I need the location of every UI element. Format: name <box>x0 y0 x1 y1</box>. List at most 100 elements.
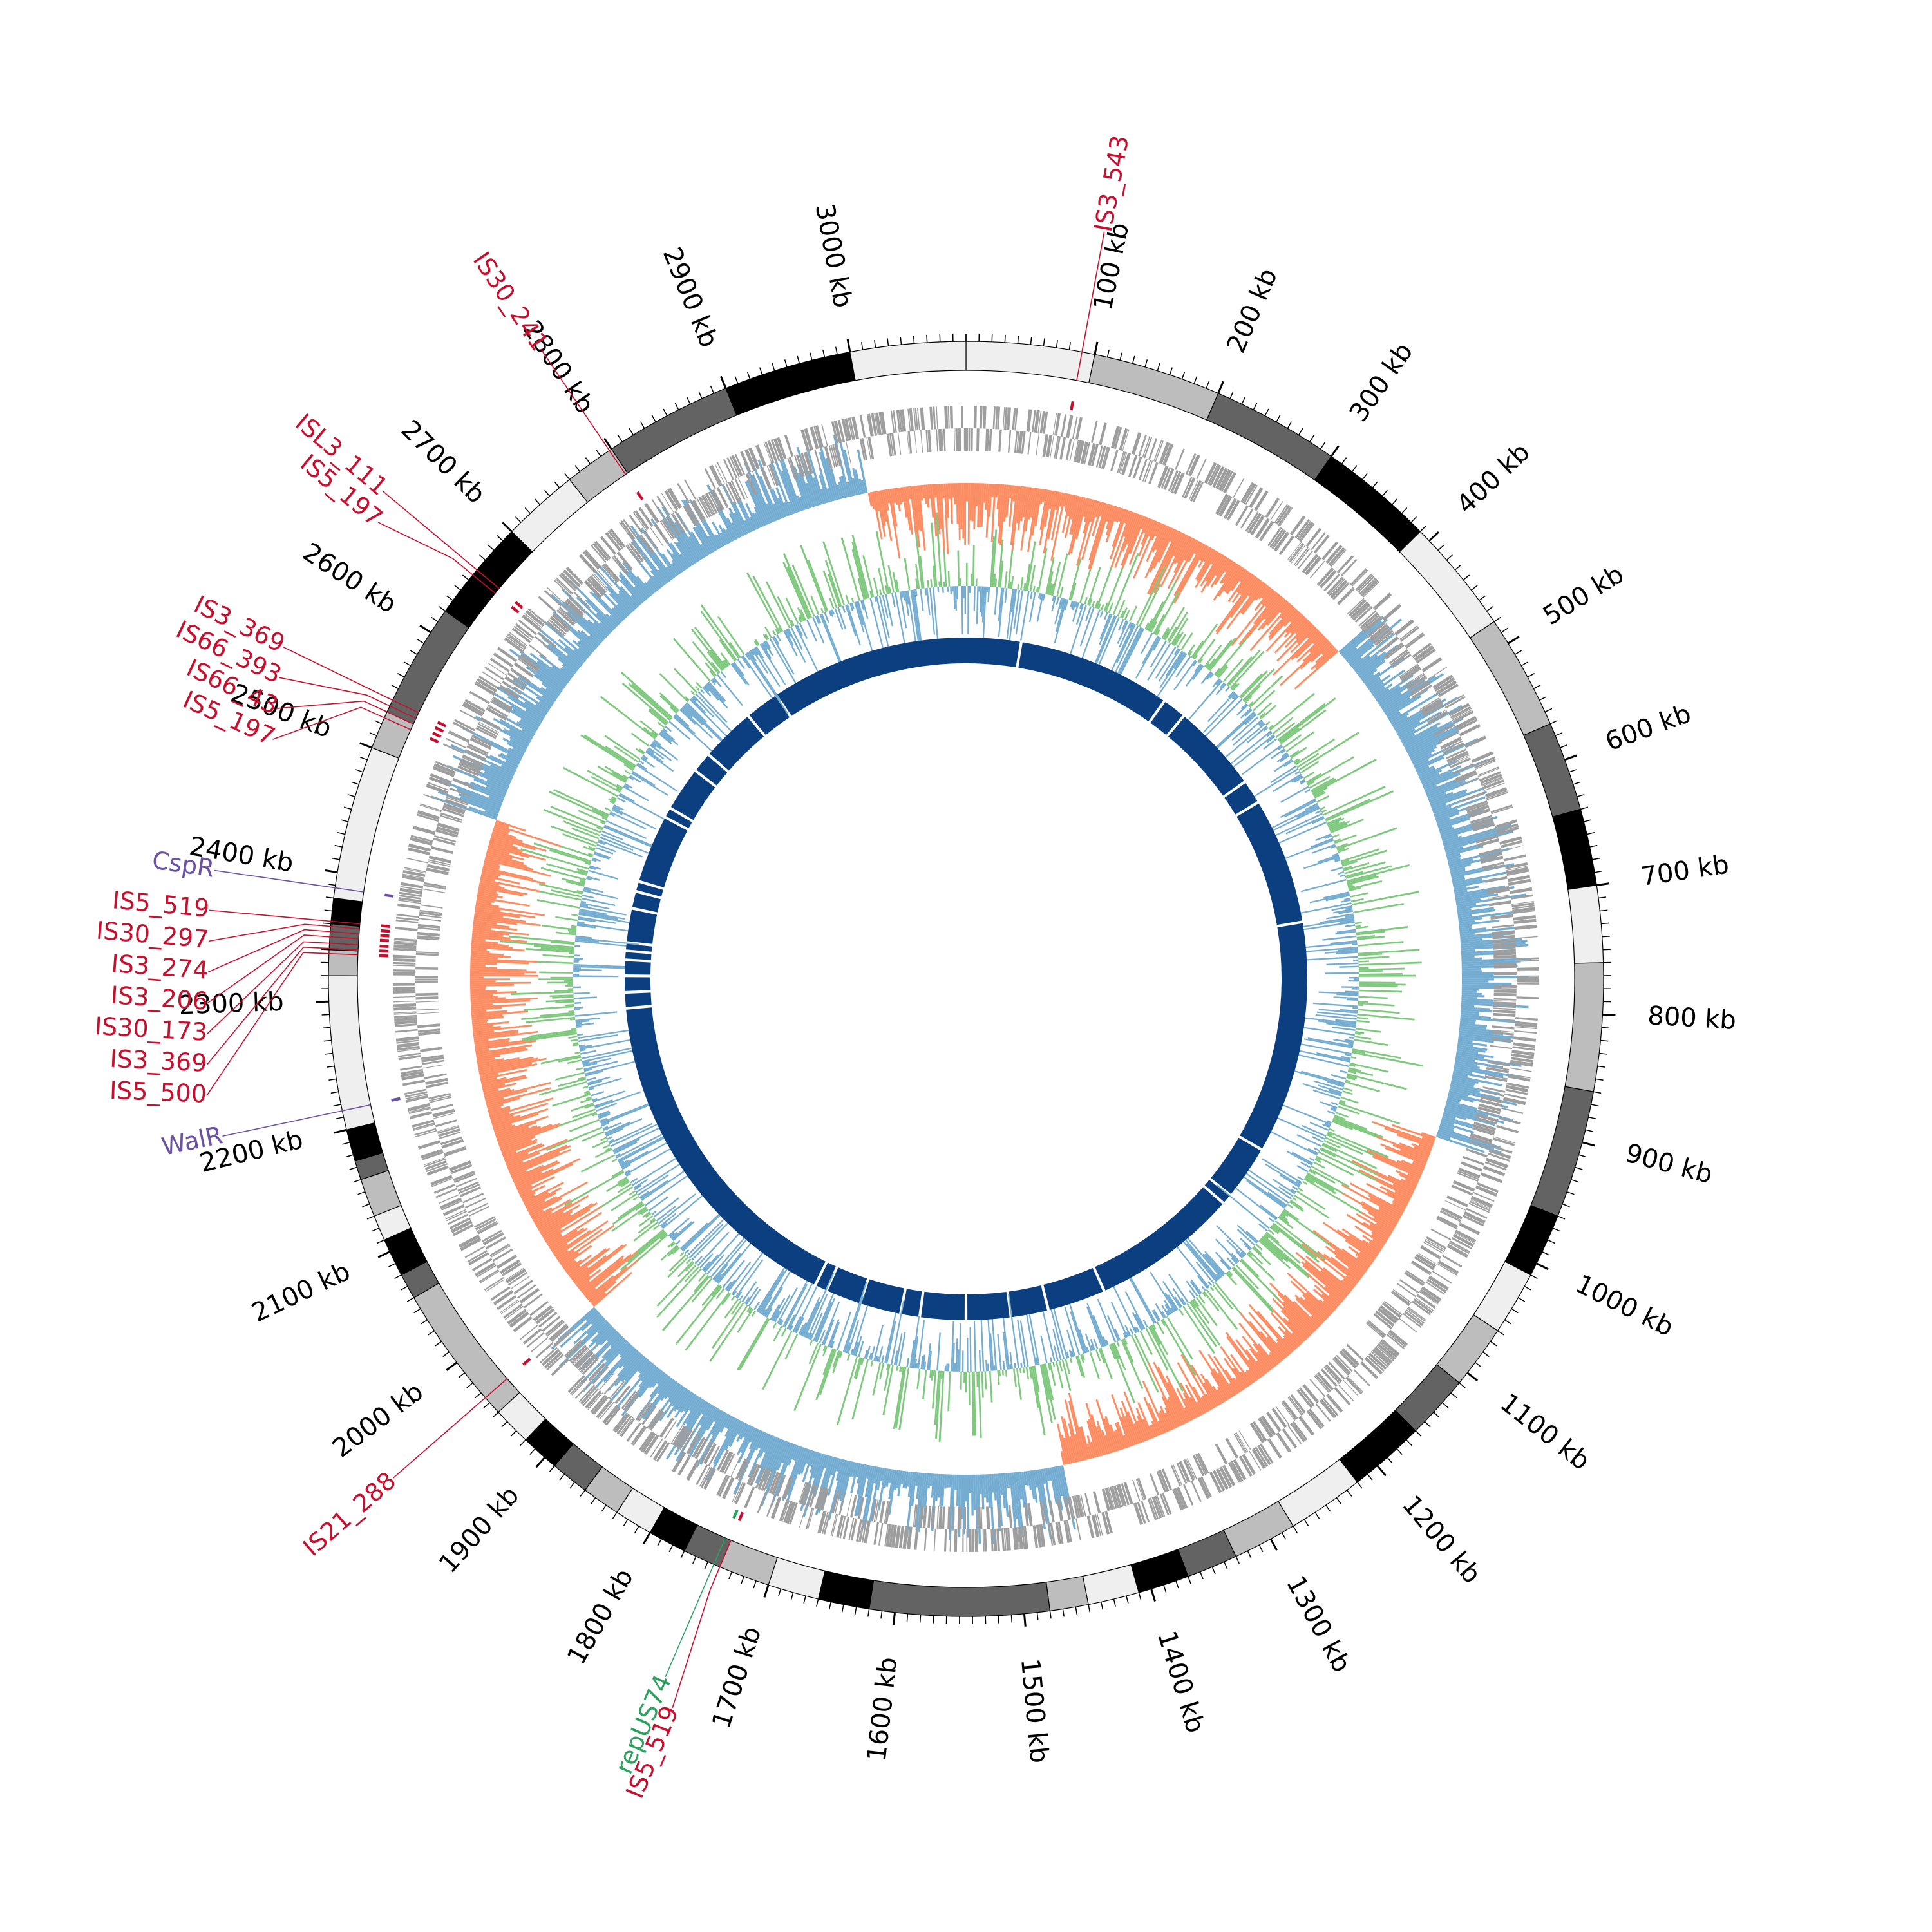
gene-block <box>498 685 520 699</box>
gc-content-bar <box>1166 1310 1171 1316</box>
gc-content-bar <box>715 1273 723 1282</box>
gc-skew-bar <box>1198 1349 1231 1399</box>
gc-skew-bar <box>683 1394 696 1412</box>
gc-content-bar <box>842 605 846 613</box>
gc-content-bar <box>611 797 616 802</box>
minor-tick <box>554 481 560 488</box>
gene-block <box>1012 1527 1016 1550</box>
gene-block <box>1331 549 1347 567</box>
gc-content-bar <box>851 549 867 600</box>
gc-content-bar <box>571 913 579 917</box>
gc-skew-bar <box>1435 1135 1485 1153</box>
gene-block <box>1435 680 1457 695</box>
gc-content-bar <box>1001 1303 1010 1370</box>
gc-content-bar <box>1114 1329 1121 1341</box>
gene-block <box>998 429 1002 452</box>
gc-content-bar <box>596 844 617 853</box>
gene-block <box>1220 471 1233 492</box>
gc-content-bar <box>832 1350 840 1368</box>
gene-block <box>996 1528 1000 1551</box>
minor-tick <box>1367 1473 1373 1481</box>
gc-content-bar <box>706 651 723 672</box>
gene-block <box>1151 1496 1162 1519</box>
gene-block <box>1374 630 1394 647</box>
gene-block <box>632 1426 647 1446</box>
gc-content-bar <box>679 1222 708 1250</box>
gc-content-bar <box>761 643 772 659</box>
gc-content-bar <box>599 836 634 851</box>
gc-content-bar <box>1056 596 1059 605</box>
minor-tick <box>1341 457 1347 464</box>
gc-content-bar <box>1255 768 1299 797</box>
gc-content-bar <box>1186 1280 1198 1297</box>
gene-block <box>848 417 854 440</box>
blast-hit-block <box>1009 1285 1047 1318</box>
gc-skew-bar <box>1411 749 1435 762</box>
gc-skew-bar <box>979 1474 982 1495</box>
gc-skew-bar <box>482 868 546 885</box>
gc-content-bar <box>1278 697 1336 742</box>
minor-tick <box>1010 1615 1012 1623</box>
gc-content-bar <box>1122 1332 1127 1338</box>
gc-skew-bar <box>1148 1363 1180 1428</box>
gc-skew-bar <box>484 1089 515 1099</box>
gc-skew-bar <box>769 1439 784 1472</box>
gc-content-bar <box>1303 856 1340 869</box>
blast-hit-block <box>828 1267 867 1303</box>
contig-segment <box>328 975 375 1131</box>
gene-block <box>844 418 852 441</box>
gc-skew-bar <box>470 964 486 967</box>
gc-content-bar <box>1033 1365 1040 1392</box>
gc-skew-bar <box>1358 1169 1413 1197</box>
gc-skew-bar <box>1461 957 1483 961</box>
gene-block <box>985 428 990 451</box>
gene-block <box>1258 1417 1273 1438</box>
gc-skew-bar <box>1211 551 1220 565</box>
gc-skew-bar <box>1008 485 1015 527</box>
gene-block <box>462 703 483 717</box>
gc-skew-bar <box>1367 1149 1423 1175</box>
gc-content-bar <box>886 1363 889 1371</box>
gene-block <box>914 408 918 431</box>
gene-block <box>1484 1075 1508 1083</box>
gc-content-bar <box>573 969 602 971</box>
gc-content-bar <box>575 1022 582 1025</box>
gc-content-bar <box>1307 1148 1318 1155</box>
gene-block <box>1515 936 1538 939</box>
gc-content-bar <box>615 1153 621 1157</box>
gene-block <box>761 467 772 489</box>
gc-skew-bar <box>1383 672 1444 713</box>
gc-content-bar <box>1123 1338 1128 1345</box>
gene-block <box>1493 949 1516 953</box>
gene-block <box>1163 468 1175 490</box>
gene-block <box>591 1396 609 1416</box>
gc-content-bar <box>1092 614 1116 668</box>
gc-skew-bar <box>1361 668 1378 681</box>
tick-label: 2600 kb <box>298 537 402 619</box>
gc-skew-bar <box>931 1473 935 1498</box>
gc-content-bar <box>1113 625 1139 675</box>
gc-content-bar <box>1343 866 1352 870</box>
gc-skew-bar <box>1055 1466 1063 1497</box>
minor-tick <box>746 372 751 379</box>
minor-tick <box>1514 650 1522 655</box>
gc-skew-bar <box>470 995 498 999</box>
gc-skew-bar <box>516 1158 581 1189</box>
gc-skew-bar <box>752 512 761 529</box>
gene-block <box>781 1500 790 1522</box>
gene-block <box>654 524 669 544</box>
gc-skew-bar <box>770 1443 795 1506</box>
gc-skew-bar <box>1312 1229 1368 1271</box>
gc-skew-bar <box>762 1437 779 1472</box>
gc-content-bar <box>1345 865 1392 879</box>
gc-skew-bar <box>666 566 676 578</box>
gc-skew-bar <box>680 1392 695 1413</box>
gene-block <box>1209 1472 1222 1493</box>
gene-block <box>1434 677 1455 692</box>
gc-skew-bar <box>581 1312 601 1332</box>
gene-block <box>993 1528 998 1551</box>
minor-tick <box>1387 1457 1393 1464</box>
gene-block <box>1483 782 1505 791</box>
gc-content-bar <box>1339 1099 1345 1103</box>
gc-skew-bar <box>781 458 802 512</box>
